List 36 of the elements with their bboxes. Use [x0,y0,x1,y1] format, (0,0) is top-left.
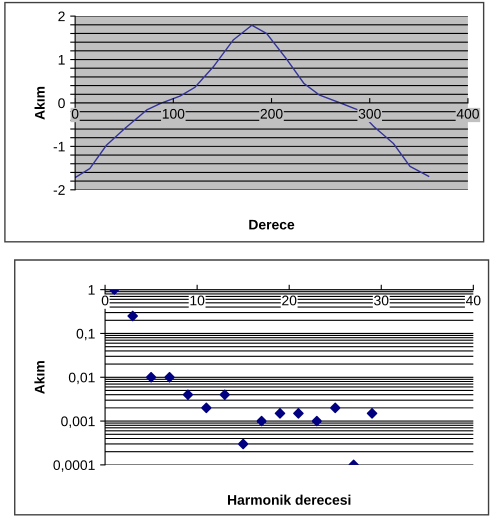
point [201,402,212,414]
point [182,389,194,400]
point [238,438,248,450]
point [312,416,322,426]
point [146,372,156,383]
point [274,408,286,419]
x-tick-label: 40 [466,296,481,306]
point [164,372,175,383]
x-tick-label: 30 [374,296,388,306]
x-axis-title: Harmonik derecesi [228,494,350,505]
y-axis-title: Akım [34,361,44,394]
x-tick-label: 100 [162,108,184,119]
point [366,408,378,419]
y-axis-title: Akım [34,86,45,120]
point [293,408,304,419]
point [256,416,267,426]
point [127,310,138,322]
x-tick-label: 10 [190,296,204,306]
y-tick-label: 1 [58,55,65,65]
x-tick-label: 0 [102,296,108,306]
x-tick-label: 400 [456,108,479,119]
y-tick-label: -1 [54,142,65,152]
y-tick-label: 2 [58,11,65,22]
x-tick-label: 300 [358,108,381,119]
x-tick-label: 200 [260,108,283,119]
point [330,402,341,414]
y-tick-label: -2 [54,185,65,195]
y-tick-label: 0,001 [61,416,95,428]
y-tick-label: 0,1 [76,328,95,340]
x-axis-title: Derece [249,220,294,230]
y-tick-label: 0 [58,98,65,108]
y-tick-label: 0,01 [68,372,95,384]
y-tick-label: 0,0001 [53,460,95,472]
point [219,389,230,400]
x-tick-label: 20 [282,296,296,306]
y-tick-label: 1 [88,285,95,295]
